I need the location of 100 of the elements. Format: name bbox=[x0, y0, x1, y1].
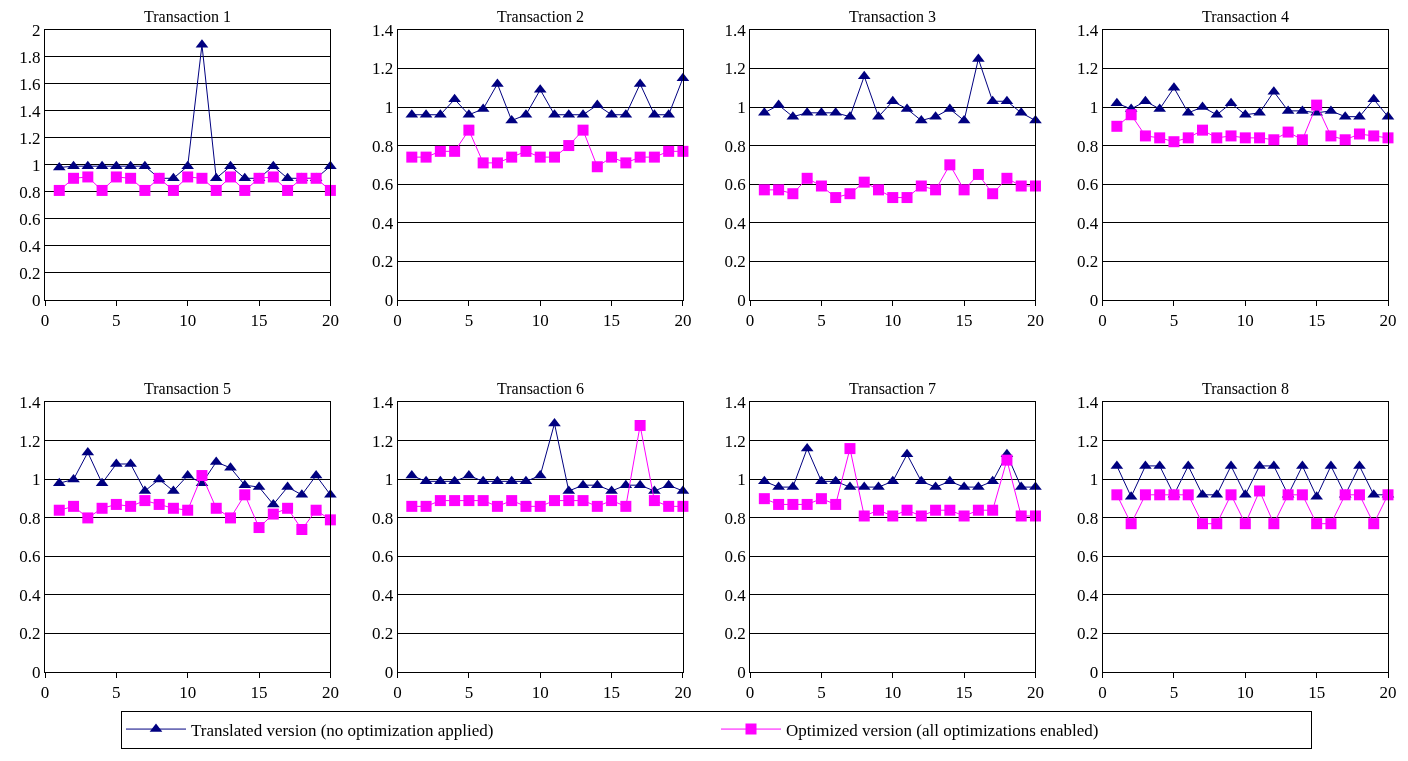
y-tick-label: 0.4 bbox=[371, 213, 394, 233]
y-tick-label: 0.2 bbox=[1076, 252, 1099, 272]
x-tick-label: 5 bbox=[1169, 683, 1179, 703]
x-tick-label: 5 bbox=[112, 683, 121, 703]
x-tick-label: 10 bbox=[1236, 683, 1254, 703]
x-tick-label: 20 bbox=[321, 683, 339, 703]
y-tick-label: 0.8 bbox=[19, 182, 41, 202]
y-tick-label: 0.4 bbox=[371, 585, 394, 605]
x-tick-label: 20 bbox=[1026, 683, 1044, 703]
y-tick-label: 2 bbox=[32, 20, 41, 40]
y-tick-label: 1 bbox=[737, 97, 746, 117]
y-tick-label: 0.6 bbox=[1076, 547, 1099, 567]
x-tick-label: 5 bbox=[112, 311, 121, 331]
y-tick-label: 0 bbox=[384, 290, 394, 310]
y-tick-label: 0.8 bbox=[724, 508, 746, 528]
y-tick-label: 1.4 bbox=[371, 393, 394, 413]
x-tick-label: 20 bbox=[321, 311, 339, 331]
chart-title: Transaction 2 bbox=[497, 8, 584, 25]
x-tick-label: 20 bbox=[674, 311, 692, 331]
y-tick-label: 0.6 bbox=[19, 209, 41, 229]
x-tick-label: 5 bbox=[464, 683, 474, 703]
x-tick-label: 20 bbox=[1379, 311, 1397, 331]
y-tick-label: 0.4 bbox=[19, 585, 42, 605]
y-tick-label: 1.8 bbox=[19, 47, 41, 67]
x-tick-label: 15 bbox=[250, 683, 268, 703]
x-tick-label: 20 bbox=[1379, 683, 1397, 703]
y-tick-label: 0.4 bbox=[1076, 585, 1099, 605]
y-tick-label: 0 bbox=[737, 662, 746, 682]
y-tick-label: 0 bbox=[1089, 290, 1099, 310]
y-tick-label: 0.4 bbox=[724, 213, 747, 233]
y-tick-label: 0.6 bbox=[724, 175, 746, 195]
y-tick-label: 1.2 bbox=[724, 431, 746, 451]
chart-title: Transaction 3 bbox=[849, 8, 936, 25]
y-tick-label: 1.4 bbox=[19, 393, 42, 413]
y-tick-label: 1.2 bbox=[19, 128, 41, 148]
x-tick-label: 20 bbox=[1026, 311, 1044, 331]
chart-title: Transaction 6 bbox=[497, 380, 584, 397]
y-tick-label: 0.4 bbox=[724, 585, 747, 605]
y-tick-label: 0.8 bbox=[1076, 136, 1099, 156]
y-tick-label: 0.6 bbox=[371, 175, 394, 195]
y-tick-label: 1.2 bbox=[371, 431, 394, 451]
y-tick-label: 1.4 bbox=[1076, 393, 1099, 413]
y-tick-label: 1.4 bbox=[724, 20, 747, 40]
y-tick-label: 1 bbox=[1089, 97, 1099, 117]
y-tick-label: 1.2 bbox=[724, 59, 746, 79]
y-tick-label: 1.4 bbox=[724, 393, 747, 413]
x-tick-label: 5 bbox=[1169, 311, 1179, 331]
y-tick-label: 0.2 bbox=[371, 252, 394, 272]
y-tick-label: 0.6 bbox=[1076, 175, 1099, 195]
y-tick-label: 1.2 bbox=[1076, 59, 1099, 79]
x-tick-label: 10 bbox=[531, 683, 549, 703]
y-tick-label: 0.8 bbox=[19, 508, 41, 528]
x-tick-label: 15 bbox=[603, 311, 621, 331]
x-tick-label: 5 bbox=[817, 683, 826, 703]
legend-label: Optimized version (all optimizations enabled) bbox=[786, 720, 1099, 740]
y-tick-label: 0.6 bbox=[724, 547, 746, 567]
x-tick-label: 15 bbox=[955, 683, 973, 703]
x-tick-label: 15 bbox=[1308, 683, 1326, 703]
y-tick-label: 0.8 bbox=[724, 136, 746, 156]
chart-title: Transaction 5 bbox=[144, 380, 231, 397]
y-tick-label: 1 bbox=[1089, 470, 1099, 490]
y-tick-label: 1.2 bbox=[1076, 431, 1099, 451]
y-tick-label: 0.2 bbox=[724, 252, 746, 272]
y-tick-label: 1.6 bbox=[19, 74, 41, 94]
y-tick-label: 1.2 bbox=[371, 59, 394, 79]
chart-title: Transaction 7 bbox=[849, 380, 936, 397]
x-tick-label: 10 bbox=[1236, 311, 1254, 331]
y-tick-label: 1 bbox=[32, 155, 41, 175]
y-tick-label: 0.6 bbox=[371, 547, 394, 567]
y-tick-label: 0.4 bbox=[1076, 213, 1099, 233]
legend-label: Translated version (no optimization applied) bbox=[191, 720, 494, 740]
y-tick-label: 0 bbox=[32, 662, 41, 682]
y-tick-label: 0.6 bbox=[19, 547, 41, 567]
y-tick-label: 1 bbox=[384, 470, 394, 490]
y-tick-label: 1.4 bbox=[19, 101, 42, 121]
y-tick-label: 0.2 bbox=[371, 624, 394, 644]
y-tick-label: 0 bbox=[32, 290, 41, 310]
y-tick-label: 0 bbox=[384, 662, 394, 682]
chart-title: Transaction 1 bbox=[144, 8, 231, 25]
x-tick-label: 10 bbox=[179, 311, 197, 331]
y-tick-label: 0.8 bbox=[371, 136, 394, 156]
x-tick-label: 15 bbox=[603, 683, 621, 703]
y-tick-label: 0.8 bbox=[371, 508, 394, 528]
y-tick-label: 1 bbox=[737, 470, 746, 490]
y-tick-label: 1 bbox=[32, 470, 41, 490]
y-tick-label: 0.2 bbox=[724, 624, 746, 644]
x-tick-label: 15 bbox=[1308, 311, 1326, 331]
x-tick-label: 10 bbox=[179, 683, 197, 703]
y-tick-label: 0.4 bbox=[19, 236, 42, 256]
y-tick-label: 0.2 bbox=[19, 624, 41, 644]
y-tick-label: 0.2 bbox=[1076, 624, 1099, 644]
y-tick-label: 1.4 bbox=[371, 20, 394, 40]
x-tick-label: 5 bbox=[464, 311, 474, 331]
chart-title: Transaction 8 bbox=[1202, 380, 1289, 397]
y-tick-label: 1.2 bbox=[19, 431, 41, 451]
chart-title: Transaction 4 bbox=[1202, 8, 1289, 25]
x-tick-label: 10 bbox=[531, 311, 549, 331]
y-tick-label: 0.8 bbox=[1076, 508, 1099, 528]
x-tick-label: 5 bbox=[817, 311, 826, 331]
x-tick-label: 15 bbox=[250, 311, 268, 331]
